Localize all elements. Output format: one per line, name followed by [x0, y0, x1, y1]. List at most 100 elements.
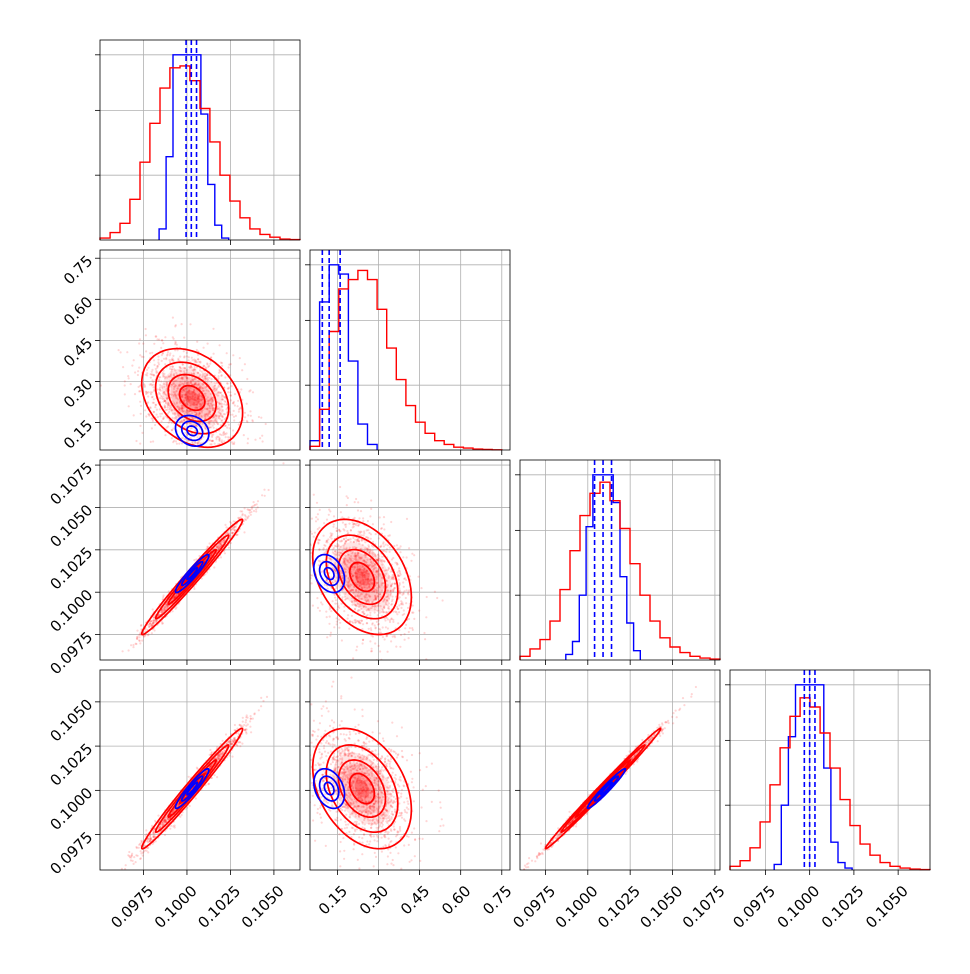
- sample-point: [296, 583, 298, 585]
- sample-point: [159, 397, 161, 399]
- sample-point: [237, 400, 239, 402]
- sample-point: [391, 596, 393, 598]
- sample-point: [126, 351, 128, 353]
- sample-point: [338, 627, 340, 629]
- sample-point: [145, 350, 147, 352]
- sample-point: [172, 427, 174, 429]
- sample-point: [329, 616, 331, 618]
- sample-point: [234, 724, 236, 726]
- sample-point: [383, 611, 385, 613]
- sample-point: [314, 532, 316, 534]
- sample-point: [392, 591, 394, 593]
- sample-point: [354, 539, 356, 541]
- sample-point: [402, 581, 404, 583]
- sample-point: [337, 606, 339, 608]
- sample-point: [368, 628, 370, 630]
- sample-point: [152, 386, 154, 388]
- sample-point: [195, 797, 197, 799]
- sample-point: [371, 650, 373, 652]
- sample-point: [163, 358, 165, 360]
- sample-point: [137, 370, 139, 372]
- sample-point: [311, 533, 313, 535]
- sample-point: [197, 358, 199, 360]
- sample-point: [211, 443, 213, 445]
- sample-point: [230, 542, 232, 544]
- sample-point: [370, 508, 372, 510]
- sample-point: [375, 533, 377, 535]
- sample-point: [347, 618, 349, 620]
- sample-point: [138, 639, 140, 641]
- sample-point: [229, 391, 231, 393]
- sample-point: [340, 511, 342, 513]
- sample-point: [403, 609, 405, 611]
- sample-point: [359, 531, 361, 533]
- sample-point: [397, 622, 399, 624]
- sample-point: [343, 606, 345, 608]
- sample-point: [330, 532, 332, 534]
- sample-point: [362, 639, 364, 641]
- sample-point: [382, 626, 384, 628]
- sample-point: [145, 328, 147, 330]
- sample-point: [169, 366, 171, 368]
- sample-point: [257, 506, 259, 508]
- sample-point: [243, 531, 245, 533]
- sample-point: [158, 392, 160, 394]
- sample-point: [361, 540, 363, 542]
- sample-point: [336, 623, 338, 625]
- sample-point: [387, 618, 389, 620]
- sample-point: [133, 359, 135, 361]
- sample-point: [171, 437, 173, 439]
- sample-point: [158, 380, 160, 382]
- sample-point: [385, 544, 387, 546]
- sample-point: [145, 334, 147, 336]
- sample-point: [378, 628, 380, 630]
- sample-point: [153, 398, 155, 400]
- sample-point: [307, 554, 309, 556]
- sample-point: [165, 357, 167, 359]
- histogram-panel-3: [725, 670, 930, 875]
- sample-point: [318, 560, 320, 562]
- sample-point: [264, 495, 266, 497]
- sample-point: [211, 378, 213, 380]
- sample-point: [367, 544, 369, 546]
- sample-point: [199, 361, 201, 363]
- sample-point: [307, 524, 309, 526]
- sample-point: [381, 556, 383, 558]
- sample-point: [358, 517, 360, 519]
- sample-point: [350, 529, 352, 531]
- sample-point: [153, 343, 155, 345]
- sample-point: [337, 545, 339, 547]
- sample-point: [159, 386, 161, 388]
- sample-point: [227, 391, 229, 393]
- sample-point: [378, 645, 380, 647]
- sample-point: [250, 731, 252, 733]
- sample-point: [400, 545, 402, 547]
- sample-point: [172, 610, 174, 612]
- sample-point: [175, 440, 177, 442]
- sample-point: [250, 514, 252, 516]
- sample-point: [203, 365, 205, 367]
- sample-point: [398, 629, 400, 631]
- sample-point: [221, 394, 223, 396]
- histogram-panel-0: [95, 40, 300, 245]
- sample-point: [139, 354, 141, 356]
- sample-point: [218, 375, 220, 377]
- sample-point: [233, 410, 235, 412]
- sample-point: [400, 600, 402, 602]
- sample-point: [196, 341, 198, 343]
- sample-point: [387, 651, 389, 653]
- sample-point: [244, 514, 246, 516]
- sample-point: [149, 407, 151, 409]
- sample-point: [151, 632, 153, 634]
- sample-point: [399, 592, 401, 594]
- sample-point: [388, 606, 390, 608]
- sample-point: [151, 427, 153, 429]
- sample-point: [156, 388, 158, 390]
- sample-point: [157, 356, 159, 358]
- sample-point: [392, 578, 394, 580]
- sample-point: [214, 443, 216, 445]
- sample-point: [401, 603, 403, 605]
- sample-point: [301, 545, 303, 547]
- sample-point: [333, 547, 335, 549]
- sample-point: [196, 436, 198, 438]
